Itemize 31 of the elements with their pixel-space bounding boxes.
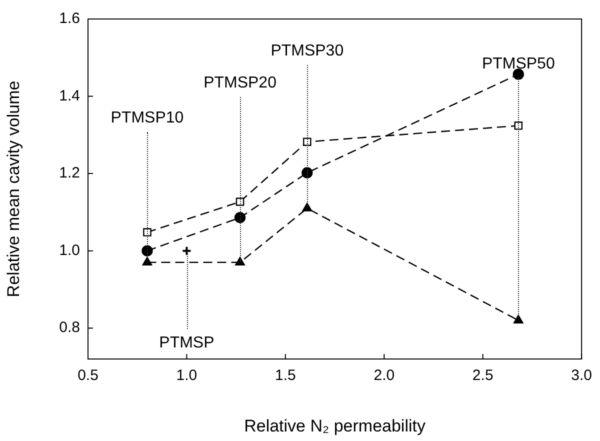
x-tick-label: 1.5 (275, 367, 296, 384)
x-tick-label: 0.5 (78, 367, 98, 384)
annotation: PTMSP50 (482, 55, 555, 72)
y-tick-label: 1.6 (59, 10, 80, 28)
point (142, 256, 152, 266)
y-tick-label: 1.0 (59, 242, 80, 259)
annotation: PTMSP10 (110, 109, 184, 126)
x-tick-label: 3.0 (571, 367, 592, 384)
y-tick-label: 0.8 (59, 319, 80, 336)
annotation: PTMSP30 (270, 42, 344, 60)
y-tick-label: 1.2 (59, 164, 80, 182)
x-axis-title: Relative N₂ permeability (244, 416, 426, 436)
point (235, 256, 245, 266)
point (182, 246, 192, 256)
point (302, 167, 313, 178)
annotation: PTMSP (159, 334, 214, 352)
point (514, 122, 523, 130)
point (303, 138, 312, 146)
point (236, 198, 244, 206)
point (234, 212, 246, 224)
x-tick-label: 1.0 (176, 367, 198, 384)
x-tick-label: 2.5 (472, 367, 494, 384)
y-axis-title: Relative mean cavity volume (4, 80, 23, 298)
point (143, 228, 152, 236)
x-tick-label: 2.0 (374, 367, 395, 384)
point (513, 314, 524, 324)
point (302, 202, 312, 212)
y-tick-label: 1.4 (59, 87, 80, 104)
point (142, 245, 153, 256)
point (512, 68, 524, 80)
annotation: PTMSP20 (204, 74, 277, 92)
